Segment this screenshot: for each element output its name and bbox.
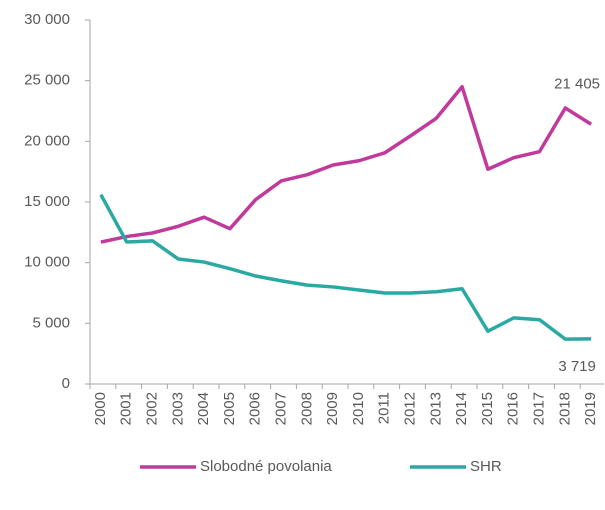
x-tick-label: 2005 <box>221 392 238 425</box>
x-tick-label: 2016 <box>505 392 522 425</box>
y-tick-label: 5 000 <box>32 314 70 331</box>
x-tick-label: 2006 <box>247 392 264 425</box>
y-tick-label: 30 000 <box>24 11 70 28</box>
x-tick-label: 2011 <box>376 392 393 424</box>
x-tick-label: 2012 <box>401 392 418 425</box>
y-tick-label: 25 000 <box>24 72 70 89</box>
x-tick-label: 2014 <box>453 392 470 425</box>
series-line <box>100 84 593 244</box>
x-tick-label: 2007 <box>272 392 289 425</box>
x-tick-label: 2001 <box>118 392 135 425</box>
legend-label: SHR <box>470 458 502 475</box>
y-tick-label: 10 000 <box>24 254 70 271</box>
x-tick-label: 2000 <box>92 392 109 425</box>
data-label: 21 405 <box>554 75 600 92</box>
x-tick-label: 2009 <box>324 392 341 425</box>
x-tick-label: 2010 <box>350 392 367 425</box>
series-line <box>99 193 592 341</box>
x-tick-label: 2017 <box>530 392 547 425</box>
y-tick-label: 20 000 <box>24 132 70 149</box>
data-label: 3 719 <box>558 358 596 375</box>
x-tick-label: 2002 <box>143 392 160 425</box>
x-tick-label: 2018 <box>556 392 573 425</box>
x-tick-label: 2013 <box>427 392 444 425</box>
x-tick-label: 2004 <box>195 392 212 425</box>
x-tick-label: 2008 <box>298 392 315 425</box>
x-tick-label: 2019 <box>582 392 599 425</box>
y-tick-label: 15 000 <box>24 193 70 210</box>
legend-label: Slobodné povolania <box>200 458 332 475</box>
x-tick-label: 2003 <box>169 392 186 425</box>
x-tick-label: 2015 <box>479 392 496 425</box>
y-tick-label: 0 <box>62 375 70 392</box>
